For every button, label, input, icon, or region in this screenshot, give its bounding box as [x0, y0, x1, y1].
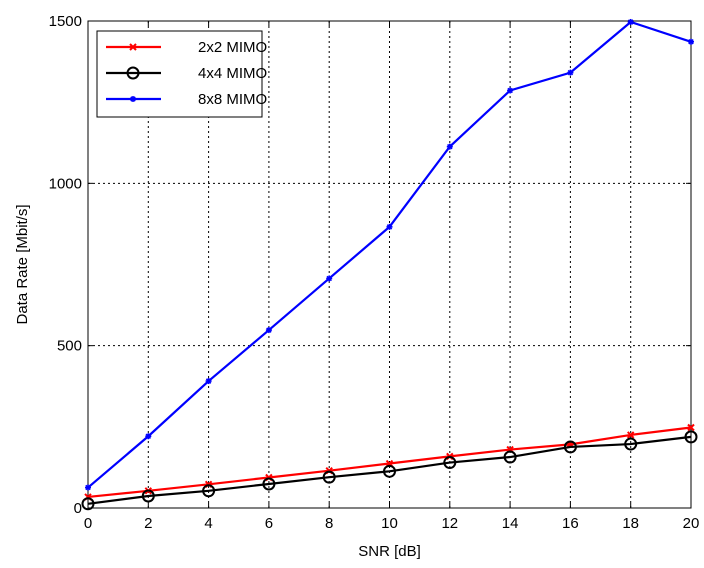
- data-point-star-marker: [446, 143, 453, 150]
- data-point-circle-marker: [443, 456, 457, 470]
- data-point-circle-marker: [383, 464, 396, 478]
- data-point-star-marker: [688, 38, 694, 45]
- data-point-circle-marker: [141, 489, 155, 503]
- x-tick-label: 20: [683, 515, 700, 532]
- legend-label: 4x4 MIMO: [198, 65, 267, 82]
- data-point-circle-marker: [322, 470, 336, 484]
- y-tick-label: 500: [57, 338, 82, 355]
- data-point-star-marker: [507, 87, 514, 94]
- data-point-star-marker: [567, 69, 574, 76]
- x-tick-label: 4: [204, 515, 212, 532]
- data-point-star-marker: [205, 378, 212, 385]
- axis-ticks: 0 2 4 6 8 10 12 14 16 18 20 0 500 1000 1500: [49, 13, 700, 532]
- series-4x4-mimo: [81, 430, 698, 511]
- data-point-circle-marker: [202, 484, 216, 498]
- x-tick-label: 8: [325, 515, 333, 532]
- series-line: [87, 435, 692, 505]
- data-point-x-marker: [687, 423, 695, 432]
- legend-label: 8x8 MIMO: [198, 91, 267, 108]
- data-point-circle-marker: [503, 450, 517, 464]
- legend: 2x2 MIMO 4x4 MIMO 8x8 MIMO: [96, 30, 267, 118]
- data-point-star-marker: [145, 433, 152, 440]
- data-point-star-marker: [386, 223, 393, 230]
- legend-item: 4x4 MIMO: [106, 65, 267, 82]
- data-point-circle-marker: [563, 440, 577, 454]
- data-point-x-marker: [129, 43, 137, 51]
- data-point-x-marker: [626, 431, 635, 439]
- x-tick-label: 18: [622, 515, 639, 532]
- data-point-circle-marker: [262, 477, 276, 491]
- data-point-star-marker: [326, 275, 333, 282]
- x-axis-label: SNR [dB]: [358, 543, 421, 560]
- data-point-circle-marker: [81, 497, 95, 511]
- legend-label: 2x2 MIMO: [198, 39, 267, 56]
- x-tick-label: 0: [84, 515, 92, 532]
- x-tick-label: 2: [144, 515, 152, 532]
- data-point-star-marker: [85, 484, 91, 491]
- y-axis-label: Data Rate [Mbit/s]: [14, 204, 31, 324]
- data-point-circle-marker: [126, 66, 140, 80]
- legend-item: 2x2 MIMO: [106, 39, 267, 56]
- y-tick-label: 1000: [49, 175, 82, 192]
- x-tick-label: 16: [562, 515, 579, 532]
- y-tick-label: 1500: [49, 13, 82, 30]
- data-point-star-marker: [265, 327, 272, 334]
- x-tick-label: 14: [502, 515, 519, 532]
- x-tick-label: 10: [381, 515, 398, 532]
- series-8x8-mimo: [85, 18, 694, 491]
- x-tick-label: 12: [441, 515, 458, 532]
- data-point-star-marker: [130, 96, 136, 102]
- legend-item: 8x8 MIMO: [106, 91, 267, 108]
- y-tick-label: 0: [74, 500, 82, 517]
- data-point-star-marker: [627, 18, 634, 25]
- data-point-circle-marker: [624, 437, 638, 451]
- series-group: [81, 18, 698, 511]
- data-point-circle-marker: [684, 430, 698, 444]
- x-tick-label: 6: [265, 515, 273, 532]
